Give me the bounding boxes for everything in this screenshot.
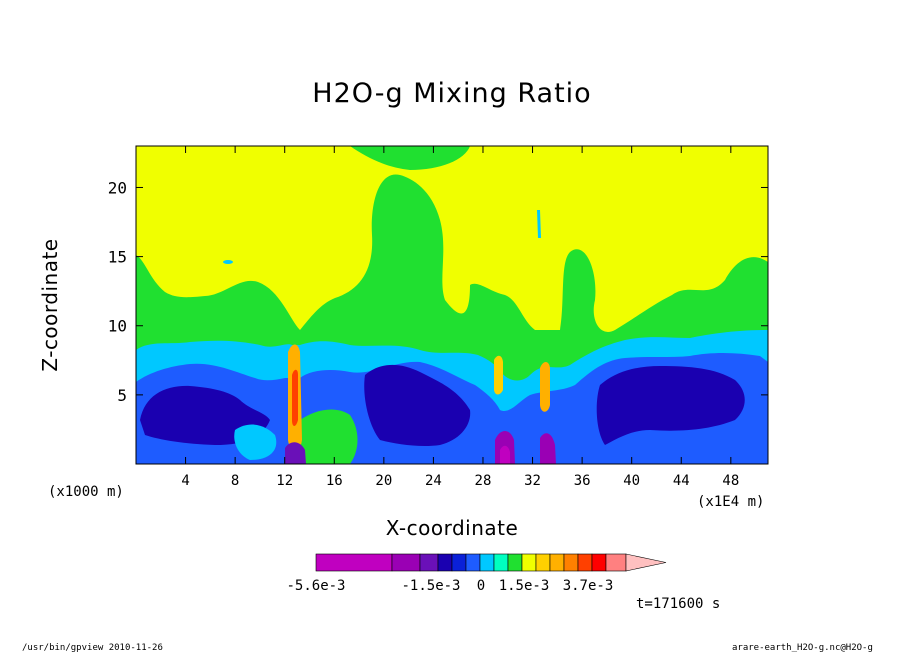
colorbar: -5.6e-3 -1.5e-3 0 1.5e-3 3.7e-3 <box>286 553 667 594</box>
colorbar-label: 3.7e-3 <box>563 578 614 594</box>
y-tick-label: 20 <box>108 178 127 197</box>
darkblue-region-3 <box>596 366 745 445</box>
y-tick-label: 5 <box>117 386 127 405</box>
green-top-plume <box>350 146 470 170</box>
x-axis-ticks: 4 8 12 16 20 24 28 32 36 40 44 48 <box>181 146 739 489</box>
darkblue-region-2 <box>364 364 471 447</box>
contour-field <box>136 146 768 464</box>
x-tick-label: 36 <box>574 473 591 489</box>
orange-plume-2 <box>540 362 550 412</box>
purple-core-2 <box>500 445 510 464</box>
colorbar-swatch <box>315 553 393 572</box>
x-tick-label: 12 <box>276 473 293 489</box>
colorbar-swatch <box>391 553 421 572</box>
x-tick-label: 28 <box>475 473 492 489</box>
purple-core-4 <box>285 442 306 464</box>
x-tick-label: 8 <box>231 473 239 489</box>
x-tick-label: 24 <box>425 473 442 489</box>
cyan-blob <box>223 260 233 264</box>
time-label: t=171600 s <box>636 596 721 612</box>
colorbar-swatch <box>479 553 495 572</box>
chart-title: H2O-g Mixing Ratio <box>312 78 592 109</box>
colorbar-swatch <box>419 553 439 572</box>
x-tick-label: 16 <box>326 473 343 489</box>
colorbar-swatch <box>465 553 481 572</box>
colorbar-swatch <box>535 553 551 572</box>
x-tick-label: 44 <box>673 473 690 489</box>
footer-left: /usr/bin/gpview 2010-11-26 <box>22 643 163 653</box>
x-tick-label: 40 <box>623 473 640 489</box>
y-tick-label: 15 <box>108 248 127 267</box>
colorbar-swatch <box>577 553 593 572</box>
colorbar-swatch <box>521 553 537 572</box>
lower-green-patch <box>300 409 358 464</box>
colorbar-swatch <box>437 553 453 572</box>
colorbar-label: -5.6e-3 <box>286 578 345 594</box>
yellow-region <box>136 146 768 332</box>
y-axis-ticks: 5 10 15 20 <box>108 178 768 405</box>
orange-plume-3 <box>494 355 503 395</box>
plot-frame <box>135 145 769 465</box>
x-unit-right: (x1E4 m) <box>697 494 765 510</box>
colorbar-label: -1.5e-3 <box>401 578 460 594</box>
y-tick-label: 10 <box>108 317 127 336</box>
colorbar-swatch <box>493 553 509 572</box>
lower-cyan-patch <box>234 424 277 460</box>
x-tick-label: 4 <box>181 473 189 489</box>
x-tick-label: 32 <box>524 473 541 489</box>
colorbar-swatch <box>451 553 467 572</box>
colorbar-swatch <box>549 553 565 572</box>
colorbar-swatch <box>563 553 579 572</box>
colorbar-label: 1.5e-3 <box>499 578 550 594</box>
cyan-streak <box>537 210 541 238</box>
x-axis-label: X-coordinate <box>385 516 519 540</box>
x-tick-label: 20 <box>375 473 392 489</box>
footer-right: arare-earth_H2O-g.nc@H2O-g <box>732 643 873 653</box>
red-plume-1 <box>292 369 298 426</box>
x-unit-left: (x1000 m) <box>48 484 124 500</box>
x-tick-label: 48 <box>722 473 739 489</box>
colorbar-swatch <box>591 553 607 572</box>
purple-core-3 <box>540 433 556 464</box>
colorbar-arrow <box>625 553 667 572</box>
colorbar-label: 0 <box>477 578 485 594</box>
colorbar-swatch <box>605 553 627 572</box>
colorbar-swatch <box>507 553 523 572</box>
